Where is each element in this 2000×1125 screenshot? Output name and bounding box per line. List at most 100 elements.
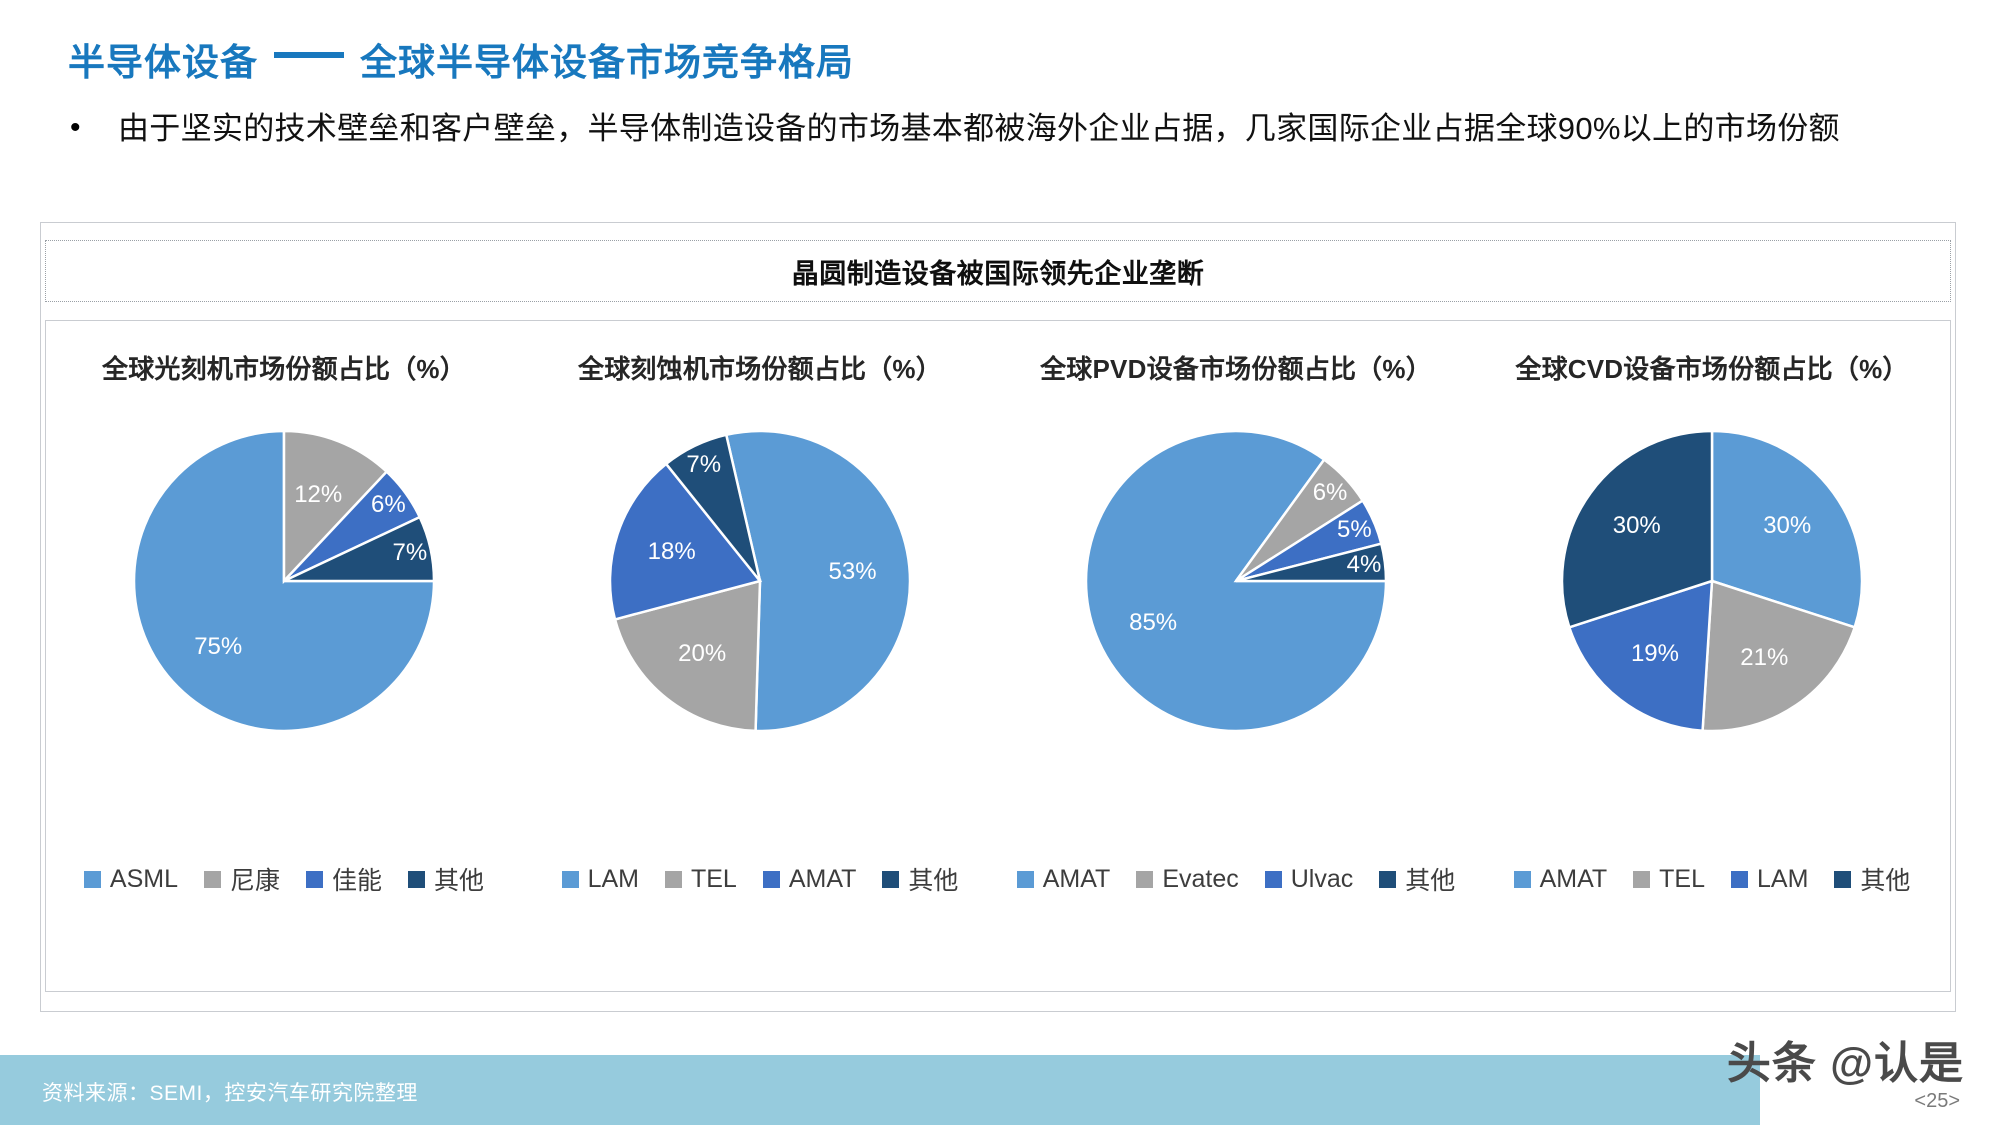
legend-item[interactable]: 其他 (882, 861, 958, 897)
pie-canvas-1: 53% 20% 18% 7% (600, 421, 920, 741)
legend-label: LAM (587, 864, 639, 893)
pie-legend-0: ASML 尼康 佳能 其他 (46, 861, 522, 897)
pie-slice-label: 6% (371, 491, 406, 519)
pie-chart-1: 53% 20% 18% 7% LAM TEL AMAT 其他 (522, 399, 998, 919)
pie-slice-label: 5% (1337, 515, 1372, 543)
pie-slice[interactable] (1560, 429, 1714, 629)
legend-item[interactable]: ASML (83, 864, 179, 894)
brand-watermark: 头条 @认是 (1726, 1039, 1964, 1088)
legend-item[interactable]: 尼康 (204, 861, 280, 897)
legend-swatch-icon (83, 870, 101, 888)
pie-slice-label: 12% (294, 480, 343, 508)
pie-svg-0 (132, 429, 436, 733)
chart-title-0: 全球光刻机市场份额占比（%） (102, 354, 466, 384)
pie-svg-2 (1084, 429, 1388, 733)
legend-swatch-icon (1633, 870, 1651, 888)
pie-slice-label: 19% (1630, 640, 1680, 668)
page-title-sub: 全球半导体设备市场竞争格局 (360, 42, 854, 83)
pie-slice-label: 7% (392, 538, 428, 566)
page-number: <25> (1914, 1090, 1960, 1112)
pie-slice[interactable] (1710, 429, 1864, 629)
legend-label: AMAT (1539, 864, 1608, 893)
legend-label: TEL (1659, 864, 1706, 893)
legend-swatch-icon (306, 870, 324, 888)
legend-swatch-icon (1513, 870, 1531, 888)
bullet-block: • 由于坚实的技术壁垒和客户壁垒，半导体制造设备的市场基本都被海外企业占据，几家… (70, 106, 1930, 152)
pie-slice[interactable] (1567, 579, 1714, 733)
pie-canvas-2: 85% 6% 5% 4% (1076, 421, 1396, 741)
footer-source-text: 资料来源：SEMI，控安汽车研究院整理 (42, 1082, 418, 1105)
legend-swatch-icon (561, 870, 579, 888)
pie-chart-0: 75% 12% 6% 7% ASML 尼康 佳能 其他 (46, 399, 522, 919)
chart-title-3: 全球CVD设备市场份额占比（%） (1515, 354, 1909, 384)
legend-label: AMAT (1042, 864, 1111, 893)
bullet-text: 由于坚实的技术壁垒和客户壁垒，半导体制造设备的市场基本都被海外企业占据，几家国际… (118, 111, 1840, 146)
legend-swatch-icon (882, 870, 900, 888)
pie-slice-label: 18% (647, 537, 696, 565)
pie-svg-1 (608, 429, 912, 733)
legend-swatch-icon (1136, 870, 1154, 888)
legend-swatch-icon (762, 870, 780, 888)
pie-slice[interactable] (1235, 542, 1388, 583)
pie-slice[interactable] (1701, 579, 1857, 733)
footer-band: 资料来源：SEMI，控安汽车研究院整理 (0, 1055, 1760, 1125)
legend-label: 尼康 (230, 867, 281, 895)
legend-label: TEL (690, 864, 737, 893)
legend-swatch-icon (1379, 870, 1397, 888)
pie-canvas-3: 30% 21% 19% 30% (1552, 421, 1872, 741)
pie-slice-label: 75% (194, 632, 243, 660)
bullet-marker-icon: • (70, 111, 81, 144)
legend-label: ASML (109, 864, 179, 893)
chart-title-1: 全球刻蚀机市场份额占比（%） (578, 354, 942, 384)
legend-label: LAM (1757, 864, 1809, 893)
chart-title-row: 全球光刻机市场份额占比（%） 全球刻蚀机市场份额占比（%） 全球PVD设备市场份… (46, 349, 1950, 386)
pie-slice[interactable] (608, 462, 763, 621)
legend-swatch-icon (1834, 870, 1852, 888)
legend-item[interactable]: 其他 (1834, 861, 1910, 897)
pie-slice[interactable] (664, 433, 762, 582)
pie-slice[interactable] (613, 579, 762, 733)
legend-swatch-icon (408, 870, 426, 888)
pie-canvas-0: 75% 12% 6% 7% (124, 421, 444, 741)
legend-swatch-icon (1016, 870, 1034, 888)
legend-item[interactable]: LAM (1731, 865, 1808, 894)
legend-label: Evatec (1162, 864, 1239, 893)
legend-item[interactable]: LAM (561, 864, 639, 894)
legend-item[interactable]: Ulvac (1264, 864, 1354, 894)
legend-item[interactable]: AMAT (1513, 864, 1608, 894)
page-title: 半导体设备 全球半导体设备市场竞争格局 (68, 32, 854, 86)
pie-legend-1: LAM TEL AMAT 其他 (522, 861, 998, 897)
pie-slice-label: 6% (1312, 478, 1348, 506)
legend-label: 其他 (434, 867, 485, 895)
chart-title-2: 全球PVD设备市场份额占比（%） (1040, 354, 1432, 384)
legend-label: 其他 (1860, 867, 1911, 895)
pie-slice-label: 85% (1129, 609, 1178, 637)
legend-item[interactable]: AMAT (1016, 864, 1111, 894)
pie-slice-label: 4% (1346, 550, 1382, 578)
legend-label: Ulvac (1290, 864, 1354, 893)
legend-item[interactable]: 其他 (1379, 861, 1455, 897)
pie-slice-label: 30% (1612, 512, 1661, 540)
legend-item[interactable]: TEL (1633, 865, 1705, 894)
legend-item[interactable]: 其他 (408, 861, 484, 897)
legend-item[interactable]: Evatec (1136, 864, 1239, 894)
pie-slice[interactable] (132, 429, 436, 733)
pie-chart-2: 85% 6% 5% 4% AMAT Evatec Ulvac 其他 (998, 399, 1474, 919)
legend-label: 其他 (1405, 867, 1456, 895)
panel-header: 晶圆制造设备被国际领先企业垄断 (45, 240, 1951, 302)
legend-swatch-icon (1731, 870, 1749, 888)
pie-legend-3: AMAT TEL LAM 其他 (1474, 861, 1950, 897)
legend-item[interactable]: AMAT (762, 865, 856, 894)
legend-label: 其他 (908, 867, 959, 895)
pie-chart-3: 30% 21% 19% 30% AMAT TEL LAM 其他 (1474, 399, 1950, 919)
pie-slice-label: 30% (1763, 512, 1812, 540)
pie-slice[interactable] (283, 515, 436, 583)
pie-slice[interactable] (282, 429, 389, 585)
page-title-main: 半导体设备 (68, 42, 258, 83)
pie-svg-3 (1560, 429, 1864, 733)
legend-item[interactable]: 佳能 (306, 861, 382, 897)
chart-row: 75% 12% 6% 7% ASML 尼康 佳能 其他 53% 20% 18% 7% LAM TEL… (46, 399, 1950, 919)
pie-slice[interactable] (724, 429, 912, 733)
legend-item[interactable]: TEL (664, 864, 737, 894)
